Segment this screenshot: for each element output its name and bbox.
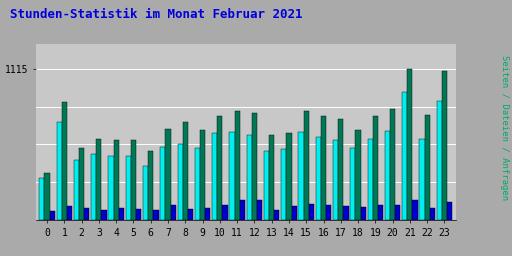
Bar xyxy=(101,210,106,220)
Bar xyxy=(257,200,262,220)
Bar xyxy=(304,111,309,220)
Bar xyxy=(350,148,355,220)
Bar xyxy=(188,209,193,220)
Bar xyxy=(205,208,210,220)
Bar xyxy=(165,129,170,220)
Bar xyxy=(229,132,234,220)
Bar xyxy=(74,160,79,220)
Bar xyxy=(344,206,349,220)
Bar xyxy=(56,122,62,220)
Bar xyxy=(183,122,188,220)
Bar xyxy=(148,151,153,220)
Text: Seiten / Dateien / Anfragen: Seiten / Dateien / Anfragen xyxy=(500,56,509,200)
Bar xyxy=(170,205,176,220)
Bar xyxy=(291,206,297,220)
Bar xyxy=(309,204,314,220)
Bar xyxy=(281,149,286,220)
Bar xyxy=(402,92,408,220)
Bar xyxy=(114,140,119,220)
Bar xyxy=(395,205,400,220)
Bar xyxy=(131,140,136,220)
Bar xyxy=(269,135,274,220)
Bar xyxy=(217,115,222,220)
Bar xyxy=(373,116,378,220)
Bar xyxy=(390,109,395,220)
Bar xyxy=(316,137,321,220)
Bar xyxy=(153,210,159,220)
Bar xyxy=(430,208,435,220)
Text: Stunden-Statistik im Monat Februar 2021: Stunden-Statistik im Monat Februar 2021 xyxy=(10,8,303,21)
Bar xyxy=(447,202,452,220)
Bar xyxy=(178,144,183,220)
Bar xyxy=(96,139,101,220)
Bar xyxy=(424,115,430,220)
Bar xyxy=(326,205,331,220)
Bar xyxy=(200,131,205,220)
Bar xyxy=(234,111,240,220)
Bar xyxy=(45,173,50,220)
Bar xyxy=(222,206,228,220)
Bar xyxy=(62,102,67,220)
Bar xyxy=(109,156,114,220)
Bar xyxy=(252,113,257,220)
Bar xyxy=(212,133,217,220)
Bar xyxy=(360,207,366,220)
Bar xyxy=(338,119,344,220)
Bar xyxy=(413,200,418,220)
Bar xyxy=(84,208,90,220)
Bar xyxy=(67,206,72,220)
Bar xyxy=(39,178,45,220)
Bar xyxy=(143,166,148,220)
Bar xyxy=(50,211,55,220)
Bar xyxy=(419,139,424,220)
Bar xyxy=(321,116,326,220)
Bar xyxy=(195,148,200,220)
Bar xyxy=(298,132,304,220)
Bar xyxy=(264,151,269,220)
Bar xyxy=(79,148,84,220)
Bar xyxy=(437,101,442,220)
Bar xyxy=(136,209,141,220)
Bar xyxy=(240,200,245,220)
Bar xyxy=(333,140,338,220)
Bar xyxy=(385,131,390,220)
Bar xyxy=(378,206,383,220)
Bar xyxy=(247,135,252,220)
Bar xyxy=(160,147,165,220)
Bar xyxy=(274,210,280,220)
Bar xyxy=(125,156,131,220)
Bar xyxy=(442,71,447,220)
Bar xyxy=(368,139,373,220)
Bar xyxy=(286,133,291,220)
Bar xyxy=(408,69,413,220)
Bar xyxy=(91,154,96,220)
Bar xyxy=(355,131,360,220)
Bar xyxy=(119,208,124,220)
